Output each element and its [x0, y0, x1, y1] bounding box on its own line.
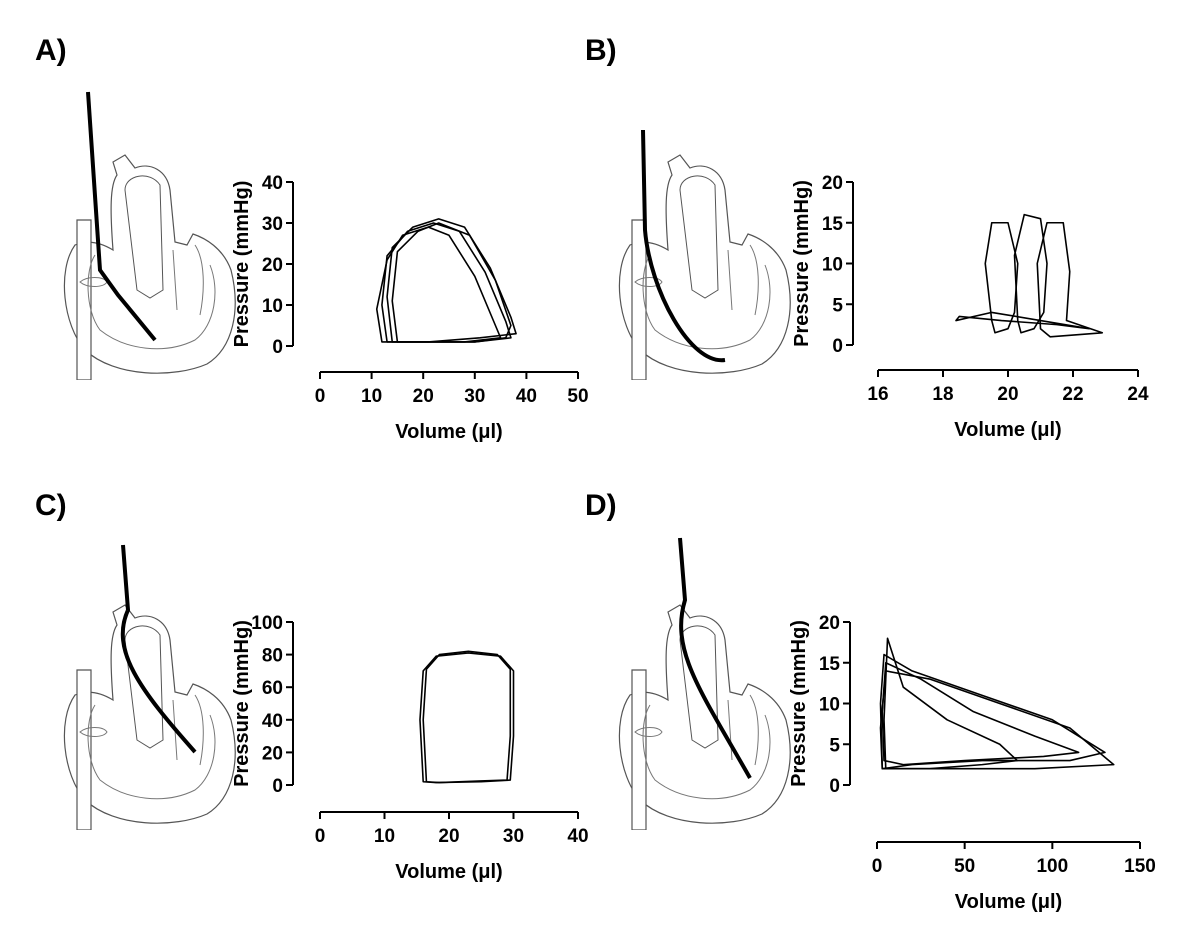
y-tick-label: 30	[262, 214, 283, 235]
x-tick-label: 18	[932, 384, 953, 405]
y-tick-label: 40	[262, 173, 283, 194]
x-axis-title: Volume (μl)	[395, 861, 502, 883]
x-tick-label: 16	[867, 384, 888, 405]
pv-loop	[881, 661, 1080, 766]
panel-label: D)	[585, 489, 617, 522]
panel: B) 0 5 10 15 20 16 18 20 22 24 Volume (μl) Pressure …	[585, 34, 1149, 441]
heart-c	[63, 604, 236, 830]
y-axis-title: Pressure (mmHg)	[788, 620, 810, 787]
catheter	[678, 537, 752, 779]
pv-loop	[879, 653, 1106, 770]
y-tick-label: 20	[262, 743, 283, 764]
y-tick-label: 15	[822, 214, 844, 235]
panel: D) 0 5 10 15 20 0 50 100 150 Volume (μl) Pressure (…	[585, 489, 1156, 913]
pv-loop	[984, 221, 1019, 334]
catheter	[86, 91, 157, 342]
y-tick-label: 0	[272, 337, 283, 358]
y-tick-label: 0	[272, 776, 283, 797]
y-tick-label: 80	[262, 646, 283, 667]
x-tick-label: 0	[315, 826, 326, 847]
panel: C) 0 20 40 60 80 100 0 10 20 30 40 Volume (μl) Pressu…	[35, 489, 589, 883]
pv-loop	[422, 650, 512, 784]
x-tick-label: 24	[1127, 384, 1149, 405]
y-tick-label: 5	[832, 295, 843, 316]
x-tick-label: 30	[503, 826, 524, 847]
x-tick-label: 40	[516, 386, 537, 407]
pv-loop	[419, 652, 515, 784]
x-tick-label: 20	[997, 384, 1018, 405]
panel-label: C)	[35, 489, 67, 522]
catheter	[120, 544, 197, 754]
y-tick-label: 100	[251, 613, 283, 634]
panel: A) 0 10 20 30 40 0 10 20 30 40 50 Volume (μl) Pressur…	[35, 34, 589, 443]
pv-loop	[955, 311, 1091, 330]
x-axis-title: Volume (μl)	[954, 419, 1061, 441]
y-tick-label: 60	[262, 678, 283, 699]
y-tick-label: 10	[262, 296, 283, 317]
pv-loop	[1013, 213, 1048, 334]
y-tick-label: 20	[262, 255, 283, 276]
pv-loop	[1036, 221, 1104, 338]
panel-label: A)	[35, 34, 67, 67]
catheter	[641, 129, 726, 363]
y-axis-title: Pressure (mmHg)	[231, 620, 253, 787]
heart-a	[63, 154, 236, 380]
x-axis-title: Volume (μl)	[955, 891, 1062, 913]
y-tick-label: 40	[262, 711, 283, 732]
x-tick-label: 40	[567, 826, 588, 847]
y-tick-label: 15	[819, 654, 841, 675]
y-tick-label: 0	[829, 776, 840, 797]
x-tick-label: 30	[464, 386, 485, 407]
x-axis-title: Volume (μl)	[395, 421, 502, 443]
x-tick-label: 50	[954, 856, 975, 877]
y-tick-label: 20	[822, 173, 843, 194]
pv-loop	[391, 222, 512, 343]
x-tick-label: 100	[1036, 856, 1068, 877]
x-tick-label: 150	[1124, 856, 1156, 877]
y-tick-label: 5	[829, 735, 840, 756]
panel-label: B)	[585, 34, 617, 67]
x-tick-label: 0	[872, 856, 883, 877]
heart-d	[618, 604, 791, 830]
x-tick-label: 20	[413, 386, 434, 407]
x-tick-label: 0	[315, 386, 326, 407]
y-axis-title: Pressure (mmHg)	[791, 180, 813, 347]
pv-loop	[381, 222, 512, 343]
pv-loop	[386, 218, 517, 343]
y-tick-label: 0	[832, 336, 843, 357]
x-tick-label: 50	[567, 386, 588, 407]
y-tick-label: 20	[819, 613, 840, 634]
heart-illustrations	[63, 91, 791, 830]
x-tick-label: 10	[374, 826, 395, 847]
pv-loop	[883, 637, 1019, 770]
x-tick-label: 20	[438, 826, 459, 847]
y-tick-label: 10	[822, 255, 843, 276]
x-tick-label: 22	[1062, 384, 1083, 405]
y-axis-title: Pressure (mmHg)	[231, 181, 253, 348]
x-tick-label: 10	[361, 386, 382, 407]
y-tick-label: 10	[819, 695, 840, 716]
pv-loop	[879, 670, 1115, 770]
